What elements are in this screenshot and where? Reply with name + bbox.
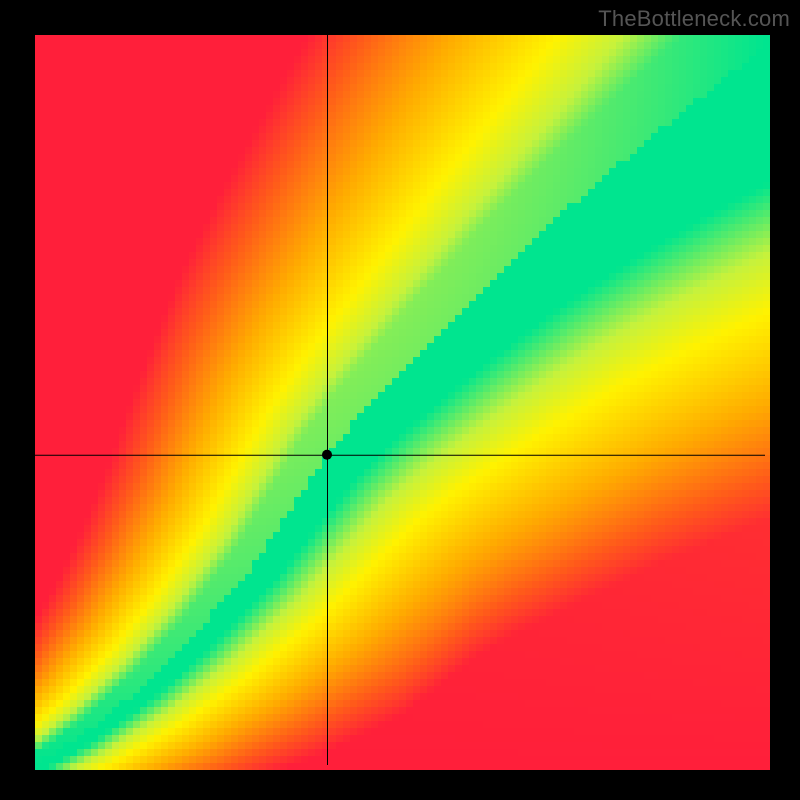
chart-container: TheBottleneck.com xyxy=(0,0,800,800)
watermark-text: TheBottleneck.com xyxy=(598,6,790,32)
crosshair-overlay xyxy=(0,0,800,800)
